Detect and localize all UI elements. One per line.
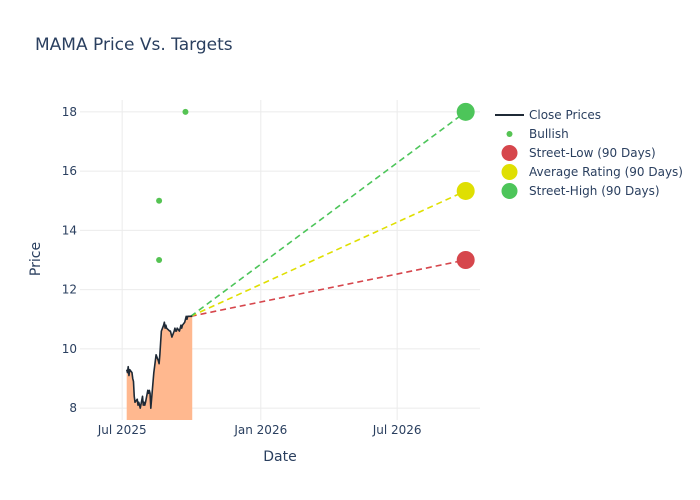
chart-title: MAMA Price Vs. Targets [35,35,233,55]
x-tick-label: Jul 2026 [372,423,422,437]
legend-item[interactable]: Bullish [506,127,569,141]
y-tick-label: 14 [62,223,77,237]
x-tick-label: Jul 2025 [97,423,147,437]
legend-dot-swatch [501,145,518,161]
close-price-area [126,316,193,420]
target-dashed-line [190,190,467,318]
x-axis-title: Date [263,449,296,465]
target-marker[interactable] [456,102,475,121]
close-price-fill [126,316,193,420]
legend-label: Street-High (90 Days) [529,184,660,198]
legend-dot-swatch [501,183,518,199]
bullish-point[interactable] [156,257,163,263]
target-marker[interactable] [456,251,475,269]
y-tick-label: 16 [62,164,77,178]
target-dashed-line [190,259,466,318]
legend-item[interactable]: Street-Low (90 Days) [501,145,656,161]
close-price-line [125,315,193,409]
legend-label: Average Rating (90 Days) [529,165,683,179]
legend-label: Bullish [529,127,569,141]
legend-dot-swatch [506,131,513,137]
y-axis-title: Price [28,242,44,276]
x-tick-label: Jan 2026 [233,423,287,437]
y-axis-ticks: 8 10 12 14 16 18 [62,105,77,415]
bullish-point[interactable] [156,197,163,204]
legend-label: Close Prices [529,108,601,122]
legend-item[interactable]: Close Prices [495,108,601,122]
legend[interactable]: Close Prices Bullish Street-Low (90 Days) A… [495,108,683,199]
legend-item[interactable]: Average Rating (90 Days) [501,164,684,180]
target-marker[interactable] [456,181,475,200]
x-axis-ticks: Jul 2025 Jan 2026 Jul 2026 [97,423,422,437]
target-dashed-line [190,111,467,317]
close-price-line-group [125,315,193,409]
y-tick-label: 18 [62,105,77,119]
legend-label: Street-Low (90 Days) [529,146,656,160]
legend-item[interactable]: Street-High (90 Days) [501,183,660,199]
y-tick-label: 10 [62,342,77,356]
legend-dot-swatch [501,164,518,180]
y-tick-label: 12 [62,283,77,297]
y-tick-label: 8 [69,401,77,415]
target-lines [190,111,467,318]
bullish-point[interactable] [182,108,189,115]
chart-points [156,102,475,269]
